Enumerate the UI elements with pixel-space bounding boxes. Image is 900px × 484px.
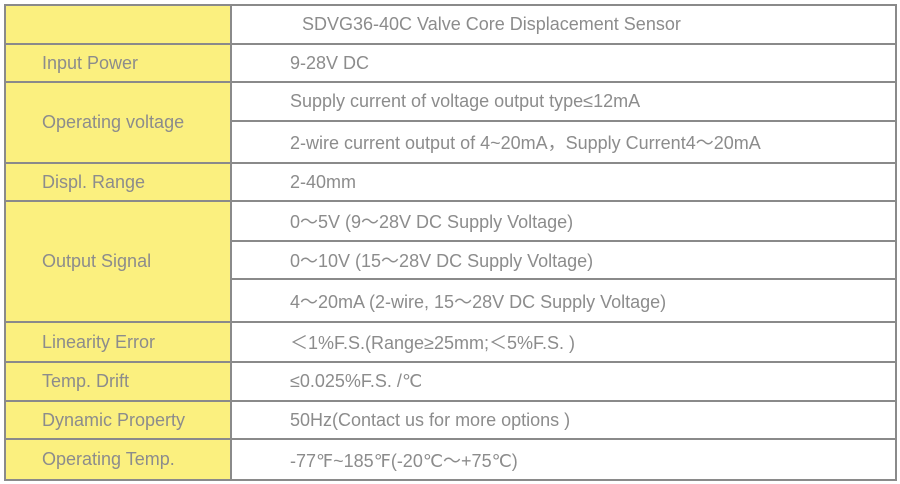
label-operating-temp: Operating Temp. [4, 438, 232, 481]
value-operating-voltage-2: 2-wire current output of 4~20mA，Supply C… [230, 120, 897, 164]
value-operating-voltage-1: Supply current of voltage output type≤12… [230, 81, 897, 122]
label-displ-range: Displ. Range [4, 162, 232, 202]
value-operating-temp: -77℉~185℉(-20℃～+75℃) [230, 438, 897, 481]
value-temp-drift: ≤0.025%F.S. /℃ [230, 361, 897, 402]
label-operating-voltage: Operating voltage [4, 81, 232, 164]
value-output-signal-1: 0～5V (9～28V DC Supply Voltage) [230, 200, 897, 242]
value-displ-range: 2-40mm [230, 162, 897, 202]
label-temp-drift: Temp. Drift [4, 361, 232, 402]
value-dynamic-property: 50Hz(Contact us for more options ) [230, 400, 897, 440]
label-output-signal: Output Signal [4, 200, 232, 323]
value-linearity-error: ＜1%F.S.(Range≥25mm;＜5%F.S. ) [230, 321, 897, 363]
value-output-signal-3: 4～20mA (2-wire, 15～28V DC Supply Voltage… [230, 278, 897, 323]
label-dynamic-property: Dynamic Property [4, 400, 232, 440]
header-label-cell [4, 4, 232, 45]
value-output-signal-2: 0～10V (15～28V DC Supply Voltage) [230, 240, 897, 280]
label-linearity-error: Linearity Error [4, 321, 232, 363]
label-input-power: Input Power [4, 43, 232, 83]
table-title: SDVG36-40C Valve Core Displacement Senso… [230, 4, 897, 45]
value-input-power: 9-28V DC [230, 43, 897, 83]
